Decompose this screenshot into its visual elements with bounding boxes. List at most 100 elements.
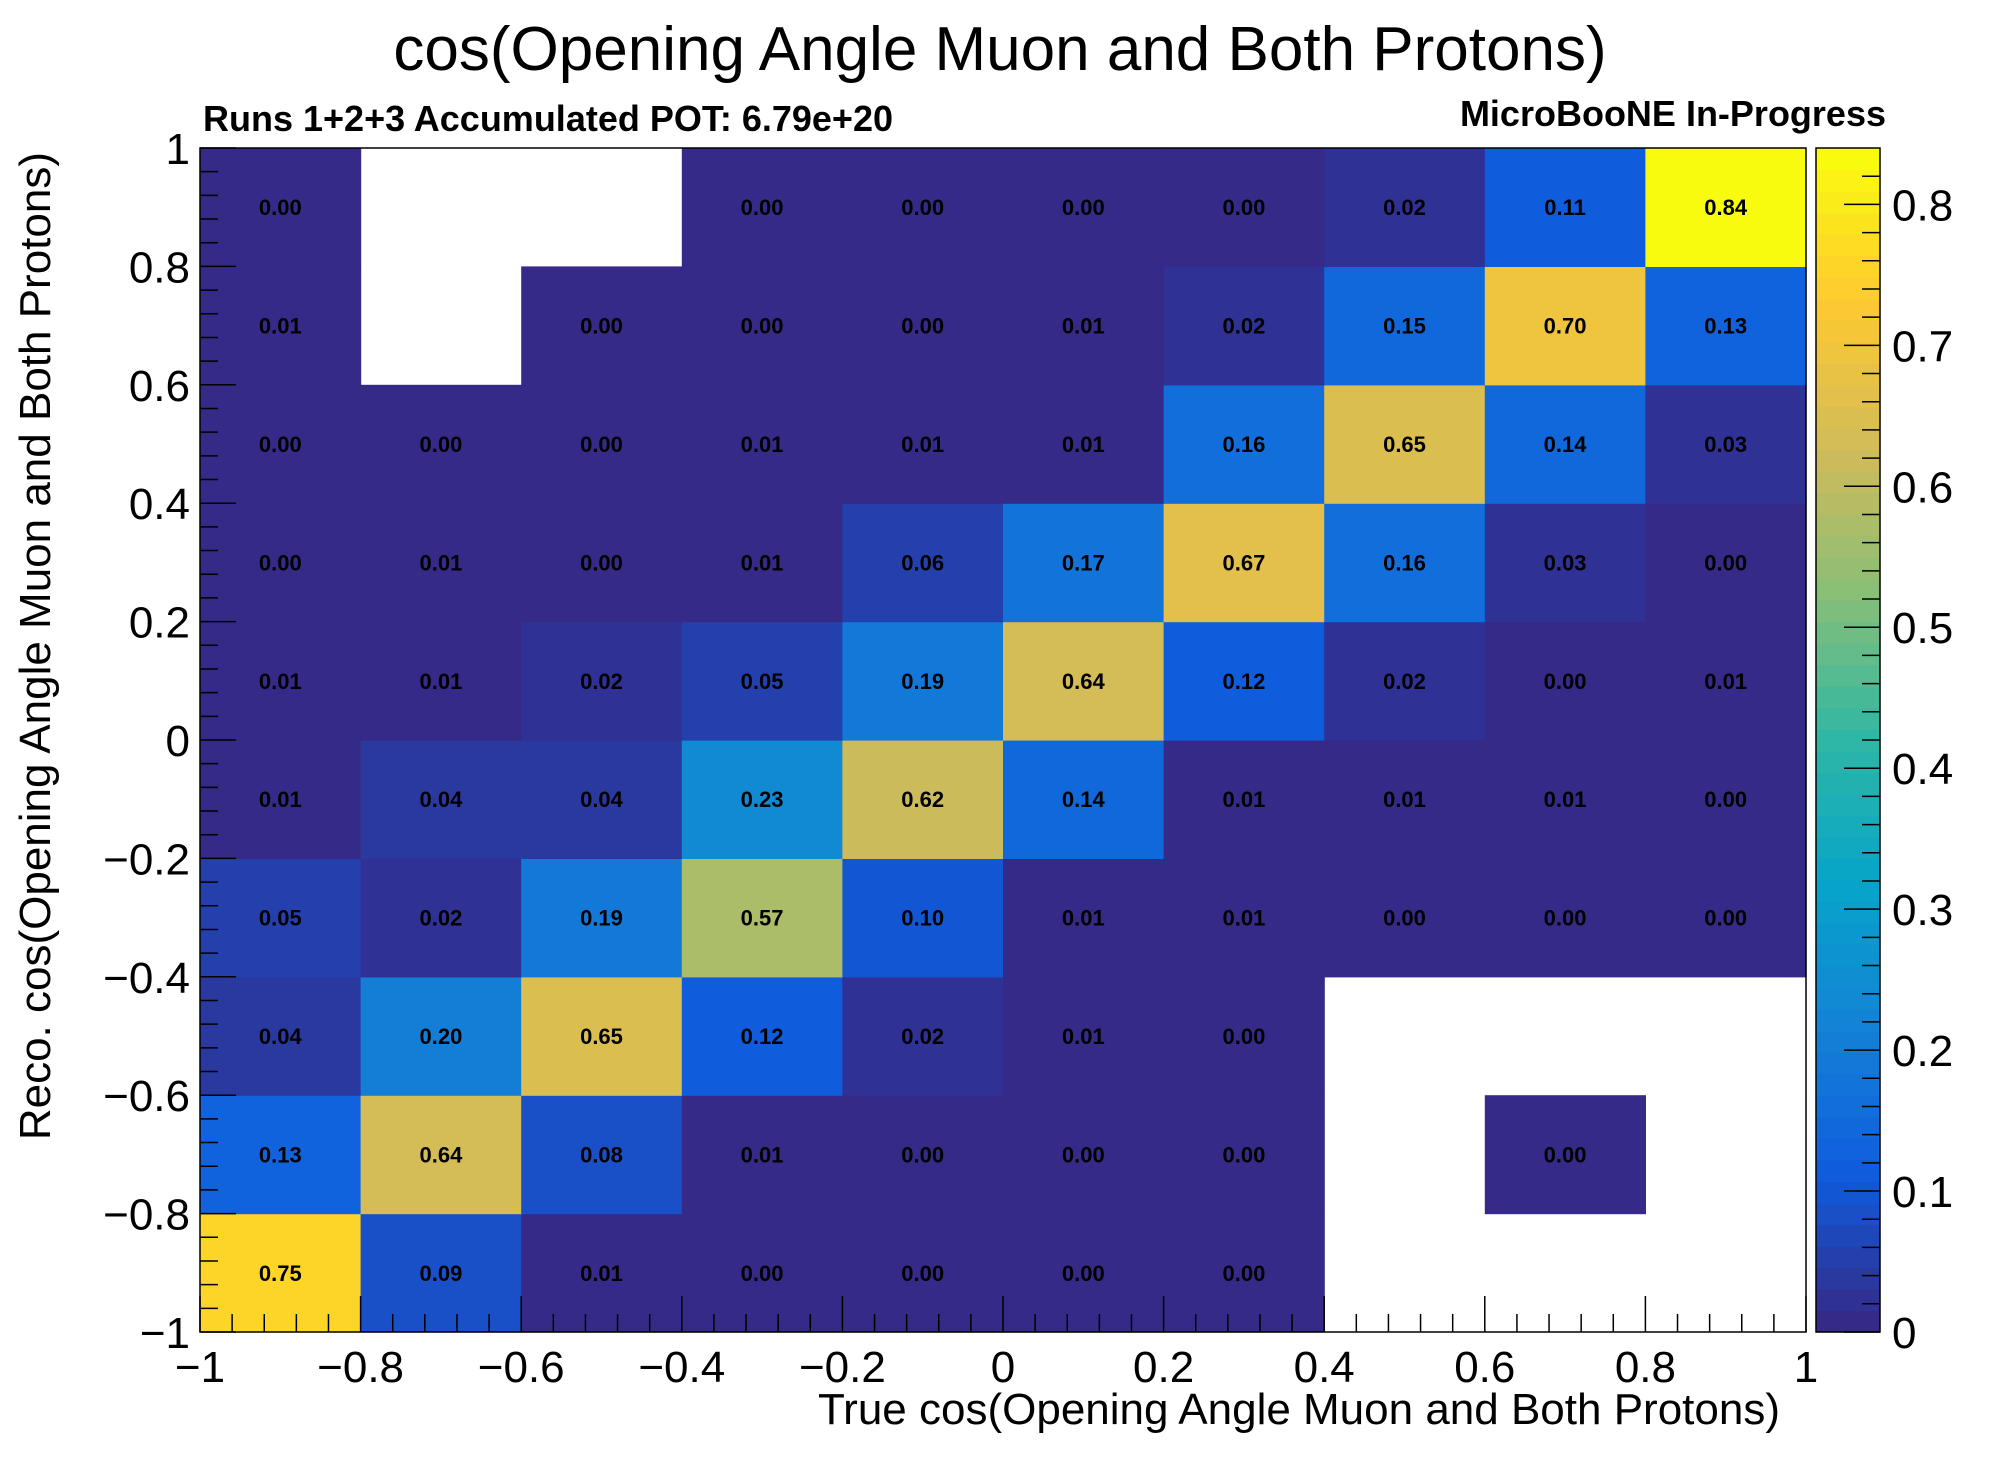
heatmap-cell-r4-c9: [1645, 740, 1807, 859]
heatmap-cell-r0-c1: [360, 1213, 522, 1333]
color-scale-swatch: [1816, 1116, 1880, 1139]
heatmap-cell-r5-c1: [360, 621, 522, 741]
heatmap-cell-r1-c3: [681, 1095, 843, 1215]
cell-value-label: 0.00: [1062, 1261, 1105, 1286]
color-scale-swatch: [1816, 1159, 1880, 1182]
cell-value-label: 0.01: [901, 432, 944, 457]
cell-value-label: 0.00: [1222, 1261, 1265, 1286]
color-scale-swatch: [1816, 922, 1880, 946]
heatmap-cell-r0-c2: [521, 1213, 683, 1333]
color-scale-swatch: [1816, 836, 1880, 859]
cell-value-label: 0.14: [1062, 787, 1106, 812]
heatmap-cell-labels: 0.75 0.09 0.01 0.00 0.00 0.00 0.00 0.13 0.64 0.08…: [259, 195, 1748, 1286]
cell-value-label: 0.00: [741, 1261, 784, 1286]
x-tick-label: 0.4: [1294, 1343, 1355, 1392]
y-tick-label: 0.2: [129, 599, 190, 648]
heatmap-cell-r6-c7: [1324, 503, 1486, 623]
cell-value-label: 0.01: [419, 550, 462, 575]
heatmap-cell-r8-c5: [1003, 266, 1165, 386]
cell-value-label: 0.00: [901, 195, 944, 220]
heatmap-cell-r4-c4: [842, 740, 1004, 859]
heatmap-cell-r8-c3: [681, 266, 843, 386]
cell-value-label: 0.65: [1383, 432, 1426, 457]
heatmap-cell-r1-c2: [521, 1095, 683, 1215]
heatmap-cell-r5-c6: [1163, 621, 1325, 741]
cell-value-label: 0.00: [1383, 906, 1426, 931]
cell-value-label: 0.10: [901, 906, 944, 931]
heatmap-cell-r8-c6: [1163, 266, 1325, 386]
color-scale-swatch: [1816, 1009, 1880, 1032]
y-tick-label: −0.2: [103, 835, 190, 884]
heatmap-cell-r7-c9: [1645, 384, 1807, 504]
heatmap-cell-r4-c6: [1163, 740, 1325, 859]
color-scale-swatch: [1816, 1245, 1880, 1269]
cell-value-label: 0.03: [1704, 432, 1747, 457]
heatmap-cell-r0-c0: [200, 1213, 362, 1333]
heatmap-cell-r1-c0: [200, 1095, 362, 1215]
cell-value-label: 0.01: [1062, 432, 1105, 457]
cell-value-label: 0.01: [259, 669, 302, 694]
heatmap-cell-r4-c5: [1003, 740, 1165, 859]
cell-value-label: 0.11: [1544, 195, 1586, 220]
color-scale-swatch: [1816, 600, 1880, 623]
cell-value-label: 0.01: [1062, 314, 1105, 339]
color-scale-swatch: [1816, 320, 1880, 343]
heatmap-cell-r5-c9: [1645, 621, 1807, 741]
heatmap-cell-r7-c5: [1003, 384, 1165, 504]
color-scale-swatch: [1816, 987, 1880, 1010]
heatmap-cell-r0-c6: [1163, 1213, 1325, 1333]
cell-value-label: 0.00: [580, 314, 623, 339]
color-scale-swatch: [1816, 1181, 1880, 1204]
cell-value-label: 0.02: [1383, 669, 1426, 694]
cell-value-label: 0.00: [1062, 195, 1105, 220]
color-scale-swatch: [1816, 750, 1880, 773]
heatmap-cell-r7-c8: [1484, 384, 1646, 504]
heatmap-cell-r8-c7: [1324, 266, 1486, 386]
heatmap-cell-r3-c8: [1484, 858, 1646, 978]
cell-value-label: 0.00: [901, 1261, 944, 1286]
cell-value-label: 0.57: [741, 906, 784, 931]
color-scale-swatch: [1816, 901, 1880, 924]
cell-value-label: 0.09: [419, 1261, 462, 1286]
x-axis: −1 −0.8 −0.6 −0.4 −0.2 0 0.2 0.4 0.6 0.8 1: [175, 1296, 1818, 1392]
cell-value-label: 0.00: [259, 195, 302, 220]
cell-value-label: 0.01: [741, 1142, 784, 1167]
heatmap-cell-r7-c1: [360, 384, 522, 504]
chart-title: cos(Opening Angle Muon and Both Protons): [393, 15, 1606, 84]
color-scale-swatch: [1816, 363, 1880, 386]
y-axis: −1 −0.8 −0.6 −0.4 −0.2 0 0.2 0.4 0.6 0.8 1: [103, 125, 236, 1358]
heatmap-cell-r4-c7: [1324, 740, 1486, 859]
cell-value-label: 0.00: [1222, 1142, 1265, 1167]
color-scale-swatch: [1816, 686, 1880, 709]
cell-value-label: 0.01: [259, 787, 302, 812]
cell-value-label: 0.16: [1222, 432, 1265, 457]
cell-value-label: 0.02: [901, 1024, 944, 1049]
cell-value-label: 0.16: [1383, 550, 1426, 575]
cell-value-label: 0.62: [901, 787, 944, 812]
x-axis-title: True cos(Opening Angle Muon and Both Pro…: [818, 1385, 1780, 1434]
color-scale-swatch: [1816, 384, 1880, 407]
heatmap-cell-r3-c5: [1003, 858, 1165, 978]
color-scale-swatch: [1816, 643, 1880, 666]
cell-value-label: 0.00: [259, 550, 302, 575]
heatmap-cell-r6-c9: [1645, 503, 1807, 623]
x-tick-label: 0.8: [1615, 1343, 1676, 1392]
heatmap-cell-r7-c3: [681, 384, 843, 504]
color-scale-swatch: [1816, 513, 1880, 537]
cell-value-label: 0.70: [1544, 314, 1587, 339]
y-tick-label: −0.6: [103, 1072, 190, 1121]
cell-value-label: 0.00: [1062, 1142, 1105, 1167]
color-scale-swatch: [1816, 1267, 1880, 1290]
heatmap-cell-r5-c0: [200, 621, 362, 741]
cell-value-label: 0.00: [1704, 787, 1747, 812]
cell-value-label: 0.64: [419, 1142, 463, 1167]
heatmap-cell-r7-c6: [1163, 384, 1325, 504]
heatmap-cells: [200, 148, 1807, 1333]
cell-value-label: 0.64: [1062, 669, 1106, 694]
heatmap-cell-r4-c8: [1484, 740, 1646, 859]
heatmap-cell-r3-c4: [842, 858, 1004, 978]
z-tick-label: 0.8: [1892, 181, 1953, 230]
cell-value-label: 0.17: [1062, 550, 1105, 575]
heatmap-cell-r9-c7: [1324, 148, 1486, 267]
heatmap-cell-r3-c6: [1163, 858, 1325, 978]
